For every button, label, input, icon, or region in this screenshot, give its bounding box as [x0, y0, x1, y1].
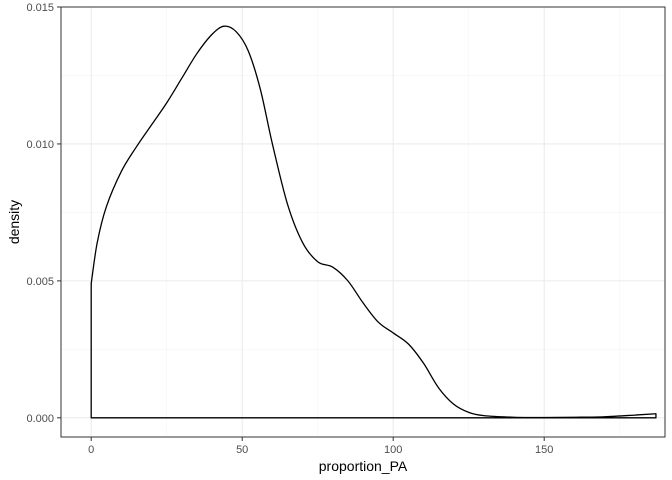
x-tick-label: 150: [535, 444, 553, 456]
x-axis-title: proportion_PA: [319, 458, 408, 474]
y-axis-title: density: [6, 200, 22, 244]
y-tick-label: 0.005: [26, 276, 54, 288]
x-tick-label: 0: [88, 444, 94, 456]
minor-grid: [61, 7, 665, 437]
y-tick-label: 0.000: [26, 413, 54, 425]
x-tick-label: 100: [384, 444, 402, 456]
density-curve: [90, 25, 657, 419]
x-tick-label: 50: [236, 444, 248, 456]
x-axis-ticks: 0 50 100 150: [88, 437, 553, 456]
panel-border: [60, 6, 666, 438]
y-axis-ticks: 0.000 0.005 0.010 0.015: [26, 2, 61, 425]
y-tick-label: 0.015: [26, 2, 54, 14]
y-tick-label: 0.010: [26, 139, 54, 151]
series-layer: [90, 25, 657, 419]
